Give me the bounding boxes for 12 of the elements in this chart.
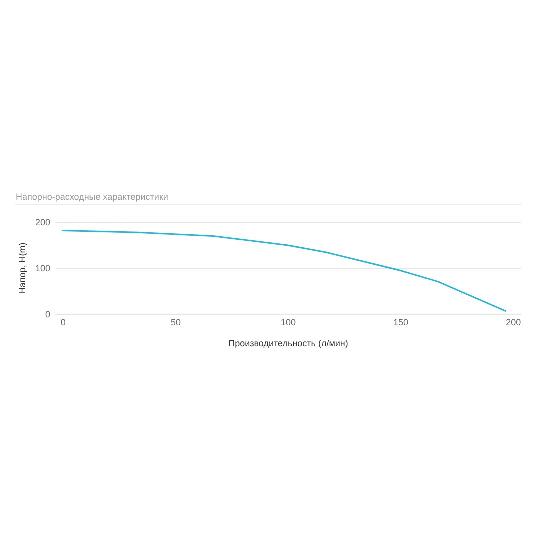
y-tick-label: 0 (45, 310, 50, 320)
y-tick-label: 100 (35, 264, 50, 274)
x-tick-label: 200 (506, 318, 522, 328)
y-axis-title: Напор, H(m) (17, 242, 28, 294)
line-series (62, 230, 506, 312)
x-tick-label: 150 (394, 318, 409, 328)
x-tick-label: 50 (170, 318, 181, 328)
x-tick-label: 0 (60, 318, 66, 328)
x-axis-title: Производительность (л/мин) (228, 338, 348, 348)
x-tick-label: 100 (280, 318, 296, 328)
y-tick-label: 200 (35, 218, 50, 228)
chart-title: Напорно-расходные характеристики (16, 192, 168, 203)
